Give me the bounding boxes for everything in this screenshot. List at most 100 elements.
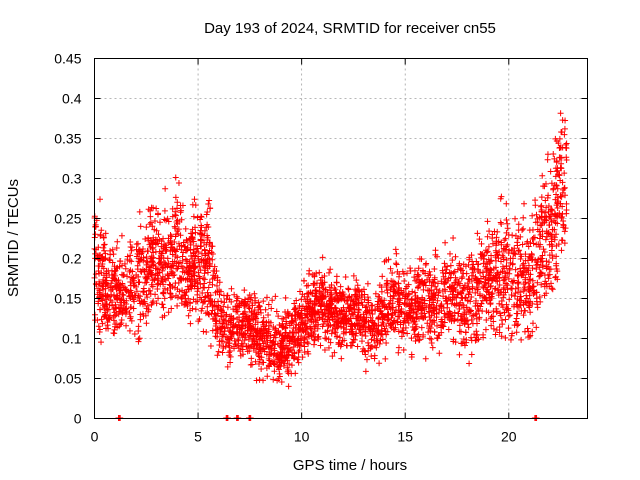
data-point (493, 249, 500, 256)
data-point (558, 154, 565, 161)
data-point (291, 306, 298, 313)
data-point (211, 268, 218, 275)
data-point (187, 264, 194, 271)
data-point (395, 328, 402, 335)
data-point (372, 290, 379, 297)
data-point (415, 337, 422, 344)
data-point (493, 274, 500, 281)
data-point (187, 241, 194, 248)
data-point (270, 360, 277, 367)
data-point (507, 336, 514, 343)
data-point (226, 296, 233, 303)
data-point (258, 366, 265, 373)
data-point (503, 257, 510, 264)
data-point (291, 300, 298, 307)
data-point (486, 294, 493, 301)
data-point (168, 305, 175, 312)
data-point (418, 324, 425, 331)
data-point (134, 240, 141, 247)
data-point (96, 196, 103, 203)
data-point (251, 345, 258, 352)
data-point (307, 325, 314, 332)
data-point (434, 297, 441, 304)
data-point (409, 288, 416, 295)
data-point (390, 304, 397, 311)
data-point (315, 296, 322, 303)
data-point (194, 245, 201, 252)
data-point (370, 325, 377, 332)
data-point (112, 282, 119, 289)
data-point (526, 292, 533, 299)
data-point (206, 279, 213, 286)
data-point (363, 318, 370, 325)
data-point (334, 297, 341, 304)
data-point (298, 333, 305, 340)
data-point (168, 270, 175, 277)
data-point (135, 273, 142, 280)
data-point (462, 317, 469, 324)
data-point (432, 283, 439, 290)
data-point (529, 320, 536, 327)
data-point (484, 233, 491, 240)
data-point (211, 310, 218, 317)
data-point (122, 286, 129, 293)
data-point (98, 227, 105, 234)
data-point (196, 294, 203, 301)
data-point (464, 297, 471, 304)
y-tick-label: 0.2 (62, 251, 82, 267)
data-point (178, 300, 185, 307)
data-point (124, 253, 131, 260)
data-point (563, 200, 570, 207)
data-point (128, 258, 135, 265)
data-point (549, 252, 556, 259)
data-point (457, 299, 464, 306)
data-point (235, 337, 242, 344)
data-point (188, 282, 195, 289)
data-point (472, 273, 479, 280)
data-point (151, 275, 158, 282)
data-point (411, 326, 418, 333)
data-point (450, 235, 457, 242)
data-point (162, 185, 169, 192)
data-point (375, 314, 382, 321)
data-point (118, 302, 125, 309)
data-point (494, 228, 501, 235)
data-point (329, 353, 336, 360)
data-point (161, 295, 168, 302)
data-point (513, 329, 520, 336)
data-point (453, 276, 460, 283)
data-point (431, 319, 438, 326)
data-point (103, 274, 110, 281)
data-point (505, 231, 512, 238)
data-point (317, 293, 324, 300)
data-point (181, 269, 188, 276)
data-point (96, 270, 103, 277)
data-point (318, 306, 325, 313)
y-tick-label: 0.35 (54, 131, 81, 147)
data-point (442, 270, 449, 277)
data-point (319, 254, 326, 261)
data-point (505, 275, 512, 282)
data-point (208, 249, 215, 256)
data-point (548, 218, 555, 225)
data-point (155, 231, 162, 238)
data-point (166, 281, 173, 288)
data-point (170, 245, 177, 252)
data-point (144, 259, 151, 266)
data-point (153, 227, 160, 234)
data-point (297, 325, 304, 332)
data-point (295, 349, 302, 356)
data-point (301, 321, 308, 328)
data-point (194, 214, 201, 221)
data-point (435, 332, 442, 339)
data-point (454, 266, 461, 273)
data-point (173, 265, 180, 272)
data-point (542, 197, 549, 204)
data-point (204, 237, 211, 244)
data-point (545, 275, 552, 282)
data-point (152, 239, 159, 246)
data-point (502, 334, 509, 341)
data-point (127, 304, 134, 311)
data-point (498, 241, 505, 248)
data-point (301, 277, 308, 284)
